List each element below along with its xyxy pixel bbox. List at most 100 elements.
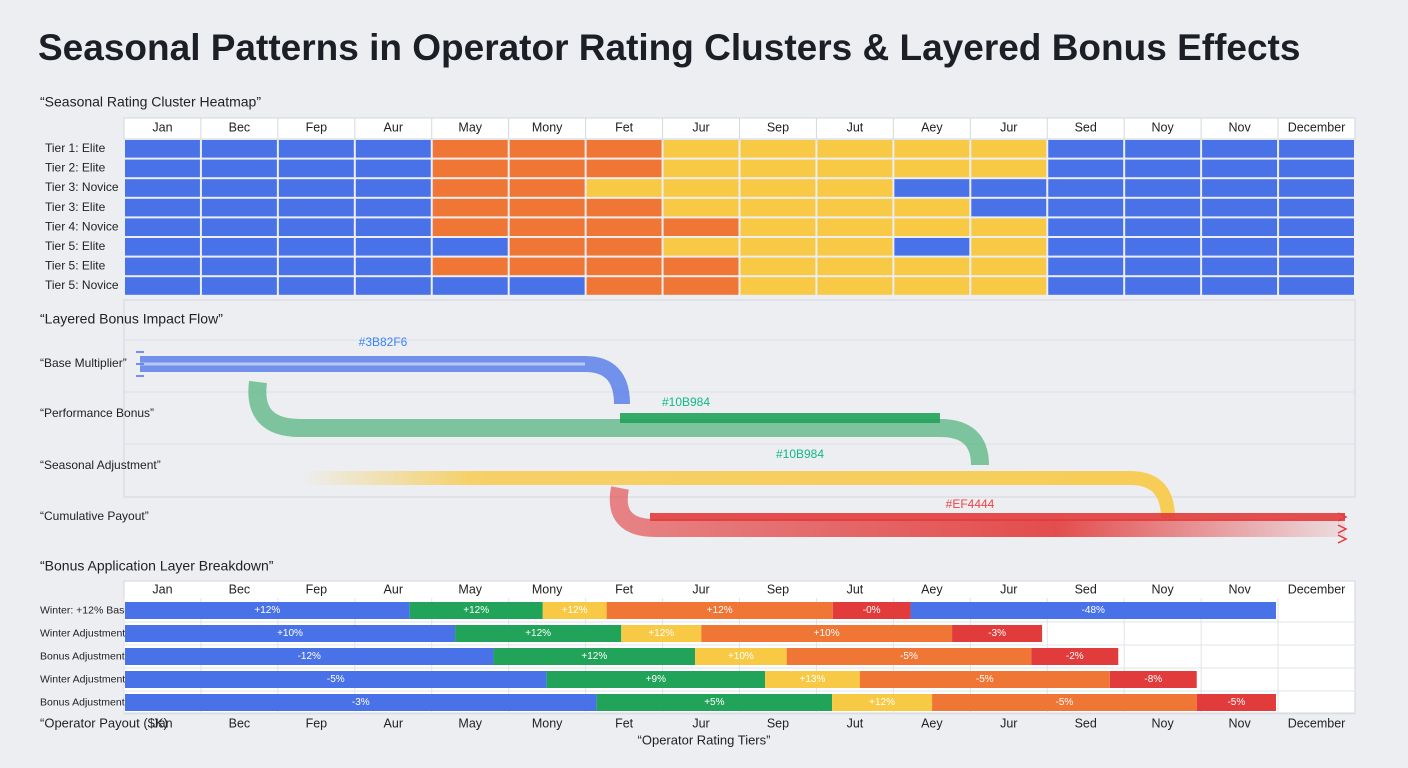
heat-cell — [894, 179, 970, 197]
segment-label: +12% — [525, 628, 551, 639]
heat-cell — [663, 277, 739, 295]
month-label: Jur — [1000, 716, 1017, 730]
heat-cell — [817, 159, 893, 178]
segment — [701, 625, 953, 642]
heat-cell — [586, 198, 662, 217]
heat-cell — [432, 179, 508, 197]
layer-label: “Base Multiplier” — [40, 356, 127, 370]
month-label: Jur — [692, 582, 709, 596]
heat-cell — [278, 198, 354, 217]
heat-cell — [125, 159, 200, 178]
segment-label: +12% — [869, 697, 895, 708]
heat-cell — [278, 277, 354, 295]
heat-cell — [1279, 218, 1354, 236]
segment — [786, 648, 1032, 665]
segment-label: +12% — [254, 605, 280, 616]
heat-cell — [1125, 198, 1201, 217]
heat-cell — [740, 257, 816, 276]
month-label: Fet — [615, 716, 634, 730]
month-label: Sep — [767, 716, 789, 730]
heat-cell — [586, 277, 662, 295]
color-tag: #3B82F6 — [359, 335, 408, 349]
heat-cell — [1279, 140, 1354, 158]
heat-cell — [355, 159, 431, 178]
month-label: Jur — [1000, 582, 1017, 596]
heat-cell — [1125, 159, 1201, 178]
month-label: December — [1288, 120, 1346, 134]
heat-cell — [1125, 179, 1201, 197]
month-label: May — [458, 120, 482, 134]
month-label: Jut — [847, 716, 864, 730]
segment-label: +12% — [707, 605, 733, 616]
segment-label: +10% — [728, 651, 754, 662]
heat-cell — [1125, 140, 1201, 158]
month-label: Aey — [921, 120, 943, 134]
heat-cell — [1202, 179, 1278, 197]
segment-label: +13% — [800, 674, 826, 685]
heat-cell — [125, 198, 200, 217]
month-label: Noy — [1152, 582, 1175, 596]
segment — [1109, 671, 1197, 688]
heat-cell — [586, 238, 662, 256]
month-label: Sed — [1075, 582, 1097, 596]
heat-cell — [509, 179, 585, 197]
heat-cell — [817, 257, 893, 276]
heat-cell — [278, 159, 354, 178]
heat-cell — [355, 179, 431, 197]
month-label: Nov — [1228, 120, 1251, 134]
heat-cell — [125, 218, 200, 236]
month-label: Fet — [615, 120, 634, 134]
segment-label: -5% — [327, 674, 345, 685]
heat-cell — [1279, 277, 1354, 295]
segment — [125, 602, 410, 619]
row-label: Winter Adjustment — [40, 627, 125, 639]
month-label: Aur — [384, 716, 403, 730]
page-title: Seasonal Patterns in Operator Rating Clu… — [38, 27, 1300, 68]
heat-cell — [971, 179, 1047, 197]
flow-frame — [123, 299, 1356, 498]
heat-cell — [125, 277, 200, 295]
segment — [932, 694, 1197, 711]
heat-cell — [432, 140, 508, 158]
segment-label: -2% — [1066, 651, 1084, 662]
segment — [952, 625, 1043, 642]
heat-cell — [509, 238, 585, 256]
month-label: Nov — [1228, 582, 1251, 596]
heat-cell — [201, 198, 277, 217]
heat-cell — [894, 238, 970, 256]
heat-cell — [125, 238, 200, 256]
row-label: Winter Adjustment — [40, 673, 125, 685]
heat-cell — [432, 159, 508, 178]
heat-cell — [201, 140, 277, 158]
heat-cell — [432, 198, 508, 217]
heat-cell — [894, 257, 970, 276]
segment — [455, 625, 622, 642]
heat-cell — [355, 257, 431, 276]
heat-cell — [971, 257, 1047, 276]
flow-ribbons — [136, 351, 1348, 544]
segment — [409, 602, 543, 619]
heat-cell — [201, 277, 277, 295]
heat-cell — [125, 257, 200, 276]
segment — [542, 602, 607, 619]
segment-label: -3% — [352, 697, 370, 708]
heat-cell — [432, 257, 508, 276]
heat-cell — [817, 140, 893, 158]
heat-cell — [663, 198, 739, 217]
month-label: Jut — [847, 582, 864, 596]
heat-cell — [355, 238, 431, 256]
heat-cell — [1048, 198, 1124, 217]
heat-cell — [201, 159, 277, 178]
month-label: May — [458, 716, 482, 730]
heat-cell — [355, 198, 431, 217]
month-label: Aur — [384, 120, 403, 134]
segment — [125, 694, 597, 711]
heat-cell — [894, 198, 970, 217]
month-label: Bec — [229, 582, 251, 596]
segment-label: +12% — [562, 605, 588, 616]
layer-label: “Seasonal Adjustment” — [40, 458, 161, 472]
heat-cell — [817, 179, 893, 197]
month-label: Fep — [306, 716, 328, 730]
month-label: Bec — [229, 120, 251, 134]
